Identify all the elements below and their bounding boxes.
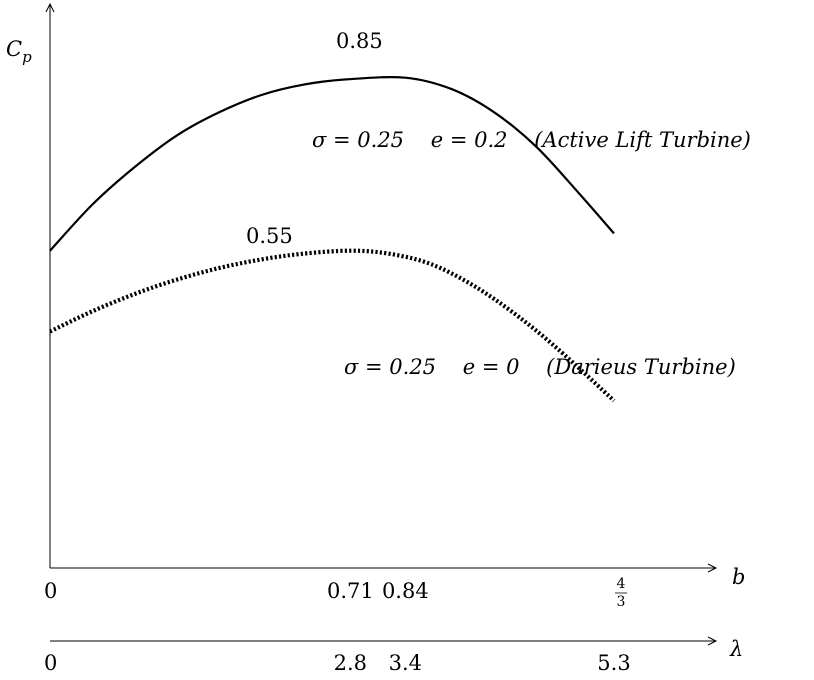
x-tick-label-fraction: 43 <box>615 576 627 610</box>
x2-tick-label: 2.8 <box>334 651 367 675</box>
x-tick-labels: 0 0.71 0.84 43 <box>44 576 627 610</box>
x-axis-arrow <box>707 563 718 573</box>
series-active-lift-curve <box>49 75 615 252</box>
x-tick-fraction-denominator: 3 <box>617 594 626 610</box>
x2-axis-label: λ <box>729 637 743 661</box>
x-tick-label: 0 <box>44 579 57 603</box>
annotation-darieus: σ = 0.25 e = 0 (Darieus Turbine) <box>344 355 736 379</box>
x2-tick-label: 3.4 <box>389 651 422 675</box>
x2-axis-arrow <box>707 636 718 646</box>
annotation-active-lift: σ = 0.25 e = 0.2 (Active Lift Turbine) <box>312 128 751 152</box>
x-tick-label: 0.84 <box>382 579 429 603</box>
peak-label-active-lift: 0.85 <box>336 29 383 53</box>
x-tick-fraction-numerator: 4 <box>617 576 626 592</box>
x-axis-label: b <box>732 565 745 589</box>
x2-tick-label: 5.3 <box>597 651 630 675</box>
y-axis-label-sub: p <box>22 48 32 66</box>
x-tick-label: 0.71 <box>327 579 374 603</box>
x2-tick-labels: 0 2.8 3.4 5.3 <box>44 651 631 675</box>
y-axis-label: Cp <box>6 37 32 66</box>
y-axis-arrow <box>45 2 55 13</box>
x2-tick-label: 0 <box>44 651 57 675</box>
series-darieus-curve <box>49 248 616 403</box>
peak-label-darieus: 0.55 <box>246 224 293 248</box>
y-axis-label-base: C <box>6 37 22 61</box>
